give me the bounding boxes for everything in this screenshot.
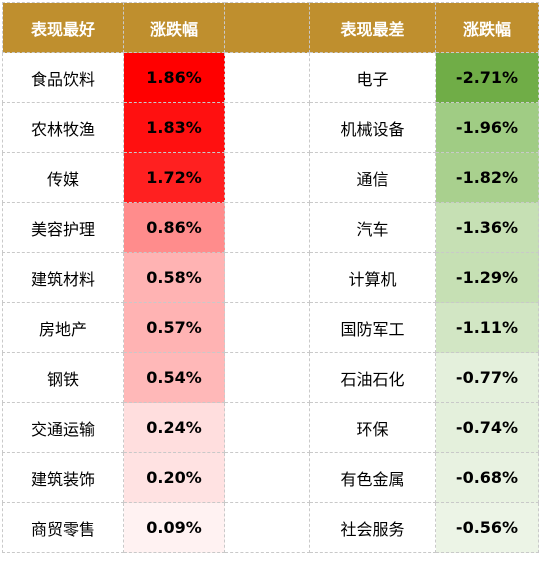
- worst-industry-name: 社会服务: [309, 502, 436, 553]
- worst-industry-change: -1.96%: [435, 102, 539, 153]
- best-industry-name: 房地产: [2, 302, 124, 353]
- spacer-cell: [224, 252, 310, 303]
- worst-industry-name: 国防军工: [309, 302, 436, 353]
- spacer-cell: [224, 452, 310, 503]
- spacer-cell: [224, 302, 310, 353]
- worst-industry-name: 汽车: [309, 202, 436, 253]
- best-industry-change: 0.86%: [123, 202, 225, 253]
- best-industry-change: 0.57%: [123, 302, 225, 353]
- table-row: 美容护理 0.86% 汽车 -1.36%: [2, 202, 539, 253]
- spacer-cell: [224, 152, 310, 203]
- best-industry-change: 0.54%: [123, 352, 225, 403]
- spacer-cell: [224, 402, 310, 453]
- table-row: 建筑装饰 0.20% 有色金属 -0.68%: [2, 452, 539, 503]
- spacer-cell: [224, 352, 310, 403]
- best-industry-change: 1.83%: [123, 102, 225, 153]
- spacer-cell: [224, 52, 310, 103]
- best-industry-name: 建筑装饰: [2, 452, 124, 503]
- worst-industry-change: -1.29%: [435, 252, 539, 303]
- table-row: 钢铁 0.54% 石油石化 -0.77%: [2, 352, 539, 403]
- header-spacer: [224, 2, 310, 53]
- table-row: 农林牧渔 1.83% 机械设备 -1.96%: [2, 102, 539, 153]
- best-industry-name: 农林牧渔: [2, 102, 124, 153]
- best-industry-name: 商贸零售: [2, 502, 124, 553]
- table-row: 建筑材料 0.58% 计算机 -1.29%: [2, 252, 539, 303]
- spacer-cell: [224, 202, 310, 253]
- worst-industry-name: 环保: [309, 402, 436, 453]
- worst-industry-name: 石油石化: [309, 352, 436, 403]
- best-industry-name: 传媒: [2, 152, 124, 203]
- best-industry-change: 0.09%: [123, 502, 225, 553]
- table-row: 商贸零售 0.09% 社会服务 -0.56%: [2, 502, 539, 553]
- best-industry-change: 0.24%: [123, 402, 225, 453]
- best-industry-change: 1.72%: [123, 152, 225, 203]
- spacer-cell: [224, 102, 310, 153]
- worst-industry-name: 电子: [309, 52, 436, 103]
- worst-industry-change: -0.56%: [435, 502, 539, 553]
- best-industry-change: 0.58%: [123, 252, 225, 303]
- worst-industry-change: -0.74%: [435, 402, 539, 453]
- worst-industry-name: 有色金属: [309, 452, 436, 503]
- best-industry-change: 1.86%: [123, 52, 225, 103]
- spacer-cell: [224, 502, 310, 553]
- table-body: 食品饮料 1.86% 电子 -2.71% 农林牧渔 1.83% 机械设备 -1.96% 传媒 1.…: [2, 52, 539, 553]
- worst-industry-change: -2.71%: [435, 52, 539, 103]
- best-industry-name: 美容护理: [2, 202, 124, 253]
- header-worst-change: 涨跌幅: [435, 2, 539, 53]
- worst-industry-name: 机械设备: [309, 102, 436, 153]
- worst-industry-change: -0.77%: [435, 352, 539, 403]
- worst-industry-change: -1.82%: [435, 152, 539, 203]
- worst-industry-name: 通信: [309, 152, 436, 203]
- table-row: 食品饮料 1.86% 电子 -2.71%: [2, 52, 539, 103]
- best-industry-name: 建筑材料: [2, 252, 124, 303]
- industry-performance-table: 表现最好 涨跌幅 表现最差 涨跌幅 食品饮料 1.86% 电子 -2.71% 农林牧渔 1…: [2, 2, 539, 553]
- table-row: 交通运输 0.24% 环保 -0.74%: [2, 402, 539, 453]
- best-industry-name: 交通运输: [2, 402, 124, 453]
- worst-industry-change: -1.36%: [435, 202, 539, 253]
- best-industry-name: 食品饮料: [2, 52, 124, 103]
- header-best-change: 涨跌幅: [123, 2, 225, 53]
- best-industry-name: 钢铁: [2, 352, 124, 403]
- table-row: 房地产 0.57% 国防军工 -1.11%: [2, 302, 539, 353]
- header-best-performers: 表现最好: [2, 2, 124, 53]
- header-worst-performers: 表现最差: [309, 2, 436, 53]
- table-row: 传媒 1.72% 通信 -1.82%: [2, 152, 539, 203]
- worst-industry-name: 计算机: [309, 252, 436, 303]
- worst-industry-change: -1.11%: [435, 302, 539, 353]
- best-industry-change: 0.20%: [123, 452, 225, 503]
- worst-industry-change: -0.68%: [435, 452, 539, 503]
- header-row: 表现最好 涨跌幅 表现最差 涨跌幅: [2, 2, 539, 53]
